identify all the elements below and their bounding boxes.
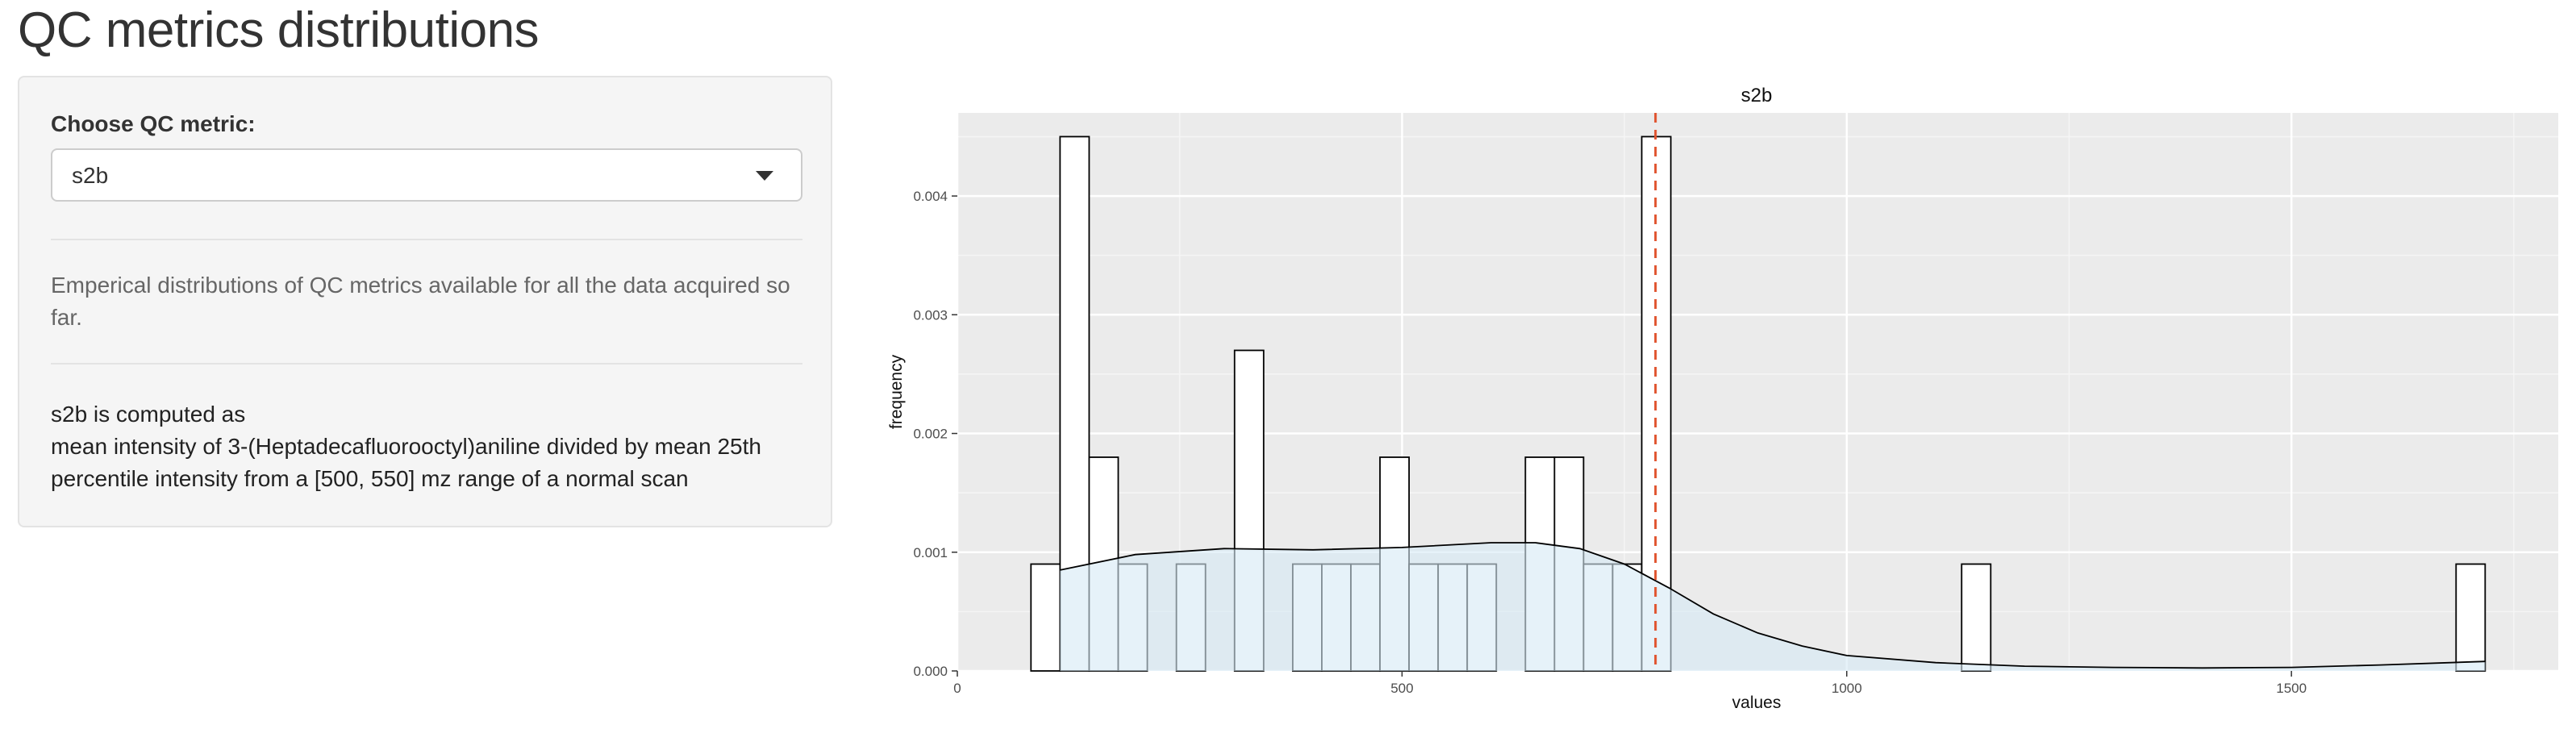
metric-select-value: s2b <box>72 163 109 188</box>
histogram-bar <box>1961 563 1992 672</box>
metric-select[interactable]: s2b <box>51 148 802 202</box>
density-curve <box>1060 542 2486 669</box>
y-axis-ticks: 0.000 0.001 0.002 0.003 0.004 <box>913 189 957 679</box>
divider <box>51 363 802 364</box>
y-axis-label: frequency <box>887 354 906 429</box>
formula-line: percentile intensity from a [500, 550] m… <box>51 466 689 491</box>
y-tick-label: 0.003 <box>913 307 948 323</box>
histogram-chart: s2b 0 500 1000 1500 0.0000.0010.0020.0030.0… <box>887 85 2558 712</box>
formula-line: mean intensity of 3-(Heptadecafluoroocty… <box>51 434 761 459</box>
formula-line: s2b is computed as <box>51 402 246 427</box>
y-tick-label: 0.002 <box>913 427 948 442</box>
divider <box>51 239 802 240</box>
metric-formula-text: s2b is computed as mean intensity of 3-(… <box>51 398 809 495</box>
y-tick-label: 0.004 <box>913 189 948 204</box>
x-tick-label: 0 <box>953 681 961 696</box>
description-text: Emperical distributions of QC metrics av… <box>51 273 790 330</box>
caret-down-icon[interactable] <box>756 171 773 181</box>
x-tick-label: 1500 <box>2276 681 2307 696</box>
y-tick-label: 0.001 <box>913 545 948 560</box>
x-tick-label: 1000 <box>1832 681 1862 696</box>
histogram-bar <box>2455 563 2486 672</box>
metric-select-label: Choose QC metric: <box>51 111 256 136</box>
density-area <box>1060 543 2486 671</box>
x-tick-label: 500 <box>1390 681 1413 696</box>
x-axis-ticks: 0 500 1000 1500 <box>953 671 2307 696</box>
y-tick-label: 0.000 <box>913 664 948 679</box>
chart-title: s2b <box>1741 85 1773 106</box>
sidebar-panel: Choose QC metric: s2b Emperical distribu… <box>18 76 832 527</box>
x-axis-label: values <box>1732 694 1782 712</box>
histogram-bar <box>1030 563 1061 672</box>
page-title: QC metrics distributions <box>18 2 540 58</box>
